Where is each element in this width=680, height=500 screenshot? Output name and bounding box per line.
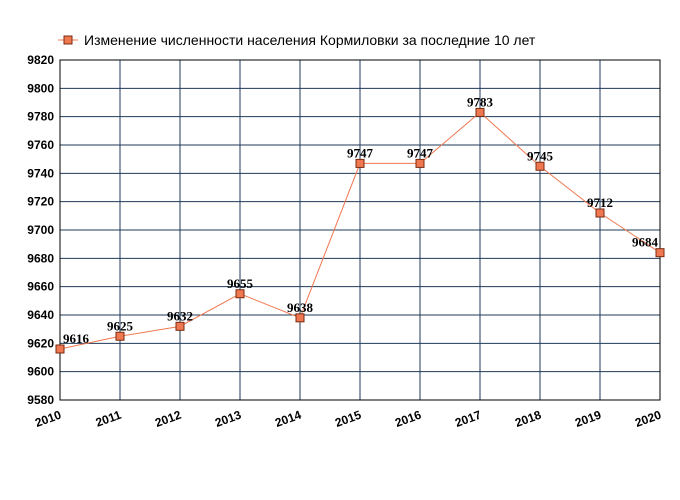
- data-label: 9745: [527, 148, 554, 163]
- y-tick-label: 9740: [27, 166, 54, 180]
- x-tick-label: 2019: [573, 408, 603, 430]
- data-label: 9632: [167, 308, 193, 323]
- y-tick-label: 9600: [27, 365, 54, 379]
- data-label: 9747: [407, 145, 434, 160]
- x-tick-label: 2013: [213, 408, 243, 430]
- series-layer: 9616 9625 9632 9655 9638 9747 9747 9783 9745 9712…: [55, 94, 665, 354]
- y-tick-label: 9580: [27, 393, 54, 407]
- x-tick-label: 2014: [273, 408, 303, 430]
- data-point: [355, 158, 365, 168]
- data-point: [295, 313, 305, 323]
- y-tick-label: 9760: [27, 138, 54, 152]
- data-point: [415, 158, 425, 168]
- data-point: [655, 248, 665, 258]
- y-tick-label: 9680: [27, 251, 54, 265]
- x-tick-label: 2010: [33, 408, 63, 430]
- data-label: 9638: [287, 300, 314, 315]
- y-axis-ticks: 9580 9600 9620 9640 9660 9680 9700 9720 9740 9760…: [27, 53, 54, 407]
- data-label: 9747: [347, 145, 374, 160]
- data-point: [235, 289, 245, 299]
- data-point: [595, 208, 605, 218]
- data-label: 9783: [467, 94, 494, 109]
- x-tick-label: 2015: [333, 408, 363, 430]
- data-label: 9655: [227, 276, 254, 291]
- y-tick-label: 9620: [27, 336, 54, 350]
- data-point: [475, 107, 485, 117]
- x-tick-label: 2018: [513, 408, 543, 430]
- x-axis-ticks: 2010 2011 2012 2013 2014 2015 2016 2017 2018 2019…: [33, 408, 663, 430]
- x-tick-label: 2012: [153, 408, 183, 430]
- data-point: [55, 344, 65, 354]
- y-tick-label: 9780: [27, 110, 54, 124]
- x-tick-label: 2020: [633, 408, 663, 430]
- plot-frame: [59, 59, 661, 401]
- data-label: 9616: [63, 331, 90, 346]
- grid-lines: [59, 59, 661, 401]
- legend: Изменение численности населения Кормилов…: [58, 32, 536, 48]
- y-tick-label: 9800: [27, 81, 54, 95]
- data-label: 9684: [632, 235, 659, 250]
- y-tick-label: 9640: [27, 308, 54, 322]
- y-tick-label: 9820: [27, 53, 54, 67]
- legend-marker: [63, 35, 73, 45]
- data-point: [115, 331, 125, 341]
- data-point: [535, 161, 545, 171]
- y-tick-label: 9700: [27, 223, 54, 237]
- data-point: [175, 321, 185, 331]
- data-label: 9712: [587, 195, 613, 210]
- x-tick-label: 2011: [94, 408, 124, 430]
- x-tick-label: 2017: [453, 408, 483, 430]
- y-tick-label: 9660: [27, 280, 54, 294]
- y-tick-label: 9720: [27, 195, 54, 209]
- legend-label: Изменение численности населения Кормилов…: [84, 32, 536, 48]
- data-label: 9625: [107, 318, 134, 333]
- x-tick-label: 2016: [393, 408, 423, 430]
